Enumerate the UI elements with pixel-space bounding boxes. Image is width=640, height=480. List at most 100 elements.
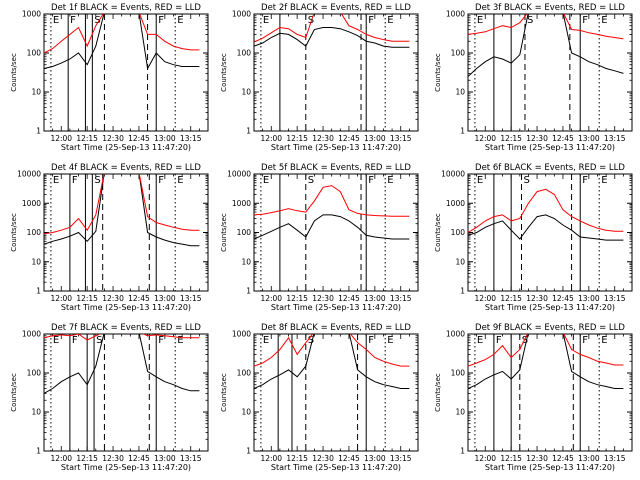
y-tick-label: 100: [27, 369, 42, 378]
x-tick-label: 12:30: [312, 294, 334, 303]
events-series-line: [44, 14, 200, 71]
interval-marker-label: E: [263, 15, 269, 26]
interval-marker-label: S: [94, 175, 100, 186]
x-tick-label: 12:30: [312, 134, 334, 143]
x-tick-label: 12:00: [50, 454, 72, 463]
interval-marker-label: F: [368, 335, 374, 346]
plot-frame: [253, 333, 419, 452]
x-tick-label: 12:15: [500, 294, 522, 303]
plot-frame: [43, 173, 209, 292]
x-axis-label: Start Time (25-Sep-13 11:47:20): [485, 303, 615, 312]
y-tick-label: 1: [246, 127, 251, 136]
events-series-line: [254, 27, 410, 48]
interval-marker-label: E: [53, 175, 59, 186]
x-tick-label: 12:30: [526, 454, 548, 463]
x-tick-label: 12:15: [286, 134, 308, 143]
x-tick-label: 13:00: [364, 134, 386, 143]
y-tick-label: 1000: [22, 199, 41, 208]
interval-marker-label: E: [53, 335, 59, 346]
y-tick-label: 10: [241, 408, 251, 417]
y-tick-label: 100: [237, 49, 252, 58]
interval-marker-label: S: [94, 15, 100, 26]
interval-marker-label: E: [177, 15, 183, 26]
interval-marker-label: E: [177, 175, 183, 186]
x-axis-label: Start Time (25-Sep-13 11:47:20): [61, 303, 191, 312]
chart-9: Det 9f BLACK = Events, RED = LLD 1 10 100 10…: [434, 323, 633, 472]
interval-marker-label: S: [308, 335, 314, 346]
chart-title: Det 2f BLACK = Events, RED = LLD: [261, 3, 411, 13]
interval-marker-label: F: [368, 175, 374, 186]
interval-marker-label: E: [601, 335, 607, 346]
y-tick-label: 1000: [22, 330, 41, 339]
x-tick-label: 12:00: [474, 454, 496, 463]
interval-marker-label: S: [96, 335, 102, 346]
lld-series-line: [44, 334, 200, 341]
x-tick-label: 12:15: [76, 454, 98, 463]
x-tick-label: 12:30: [526, 134, 548, 143]
events-series-line: [254, 214, 410, 240]
x-tick-label: 13:00: [154, 454, 176, 463]
y-tick-label: 1: [460, 447, 465, 456]
y-tick-label: 10000: [227, 170, 251, 179]
interval-marker-label: E: [387, 15, 393, 26]
x-tick-label: 13:00: [364, 454, 386, 463]
interval-marker-label: F: [158, 335, 164, 346]
lld-series-line: [468, 188, 624, 233]
interval-marker-label: E: [601, 15, 607, 26]
chart-1: Det 1f BLACK = Events, RED = LLD 1 10 100 10…: [10, 3, 209, 152]
x-tick-label: 13:15: [180, 134, 202, 143]
x-tick-label: 13:00: [154, 134, 176, 143]
interval-marker-label: E: [53, 15, 59, 26]
y-tick-label: 1: [246, 447, 251, 456]
events-series-line: [254, 334, 410, 389]
lld-series-line: [254, 185, 410, 217]
y-tick-label: 100: [451, 369, 466, 378]
y-tick-label: 10: [31, 408, 41, 417]
interval-marker-label: S: [524, 175, 530, 186]
y-tick-label: 1000: [446, 199, 465, 208]
plot-frame: [253, 13, 419, 132]
x-axis-label: Start Time (25-Sep-13 11:47:20): [485, 463, 615, 472]
plot-frame: [467, 333, 633, 452]
y-tick-label: 100: [237, 369, 252, 378]
interval-marker-label: F: [70, 15, 76, 26]
y-tick-label: 1000: [22, 10, 41, 19]
x-tick-label: 13:00: [578, 134, 600, 143]
x-tick-label: 13:00: [154, 294, 176, 303]
plot-frame: [253, 173, 419, 292]
x-tick-label: 12:30: [102, 454, 124, 463]
y-tick-label: 1: [246, 287, 251, 296]
chart-title: Det 8f BLACK = Events, RED = LLD: [261, 323, 411, 333]
y-tick-label: 1: [460, 127, 465, 136]
x-tick-label: 12:00: [260, 134, 282, 143]
y-axis-label: Counts/sec: [220, 213, 228, 252]
y-tick-label: 1: [36, 447, 41, 456]
interval-marker-label: E: [177, 335, 183, 346]
x-tick-label: 12:00: [474, 294, 496, 303]
y-tick-label: 10: [241, 257, 251, 266]
x-tick-label: 13:15: [390, 294, 412, 303]
chart-title: Det 6f BLACK = Events, RED = LLD: [475, 163, 625, 173]
x-tick-label: 12:30: [312, 454, 334, 463]
plot-frame: [467, 13, 633, 132]
x-tick-label: 12:00: [474, 134, 496, 143]
interval-marker-label: F: [158, 175, 164, 186]
lld-series-line: [254, 14, 410, 43]
events-series-line: [468, 14, 624, 77]
chart-4: Det 4f BLACK = Events, RED = LLD 1 10 100 10…: [10, 163, 209, 312]
chart-2: Det 2f BLACK = Events, RED = LLD 1 10 100 10…: [220, 3, 419, 152]
y-tick-label: 1: [36, 127, 41, 136]
chart-title: Det 3f BLACK = Events, RED = LLD: [475, 3, 625, 13]
events-series-line: [468, 214, 624, 241]
y-axis-label: Counts/sec: [10, 213, 18, 252]
x-tick-label: 13:15: [604, 454, 626, 463]
interval-marker-label: F: [72, 335, 78, 346]
y-axis-label: Counts/sec: [434, 213, 442, 252]
chart-title: Det 7f BLACK = Events, RED = LLD: [51, 323, 201, 333]
chart-3: Det 3f BLACK = Events, RED = LLD 1 10 100 10…: [434, 3, 633, 152]
interval-marker-label: E: [477, 335, 483, 346]
x-tick-label: 13:15: [180, 454, 202, 463]
x-tick-label: 12:45: [128, 294, 150, 303]
y-tick-label: 100: [27, 228, 42, 237]
